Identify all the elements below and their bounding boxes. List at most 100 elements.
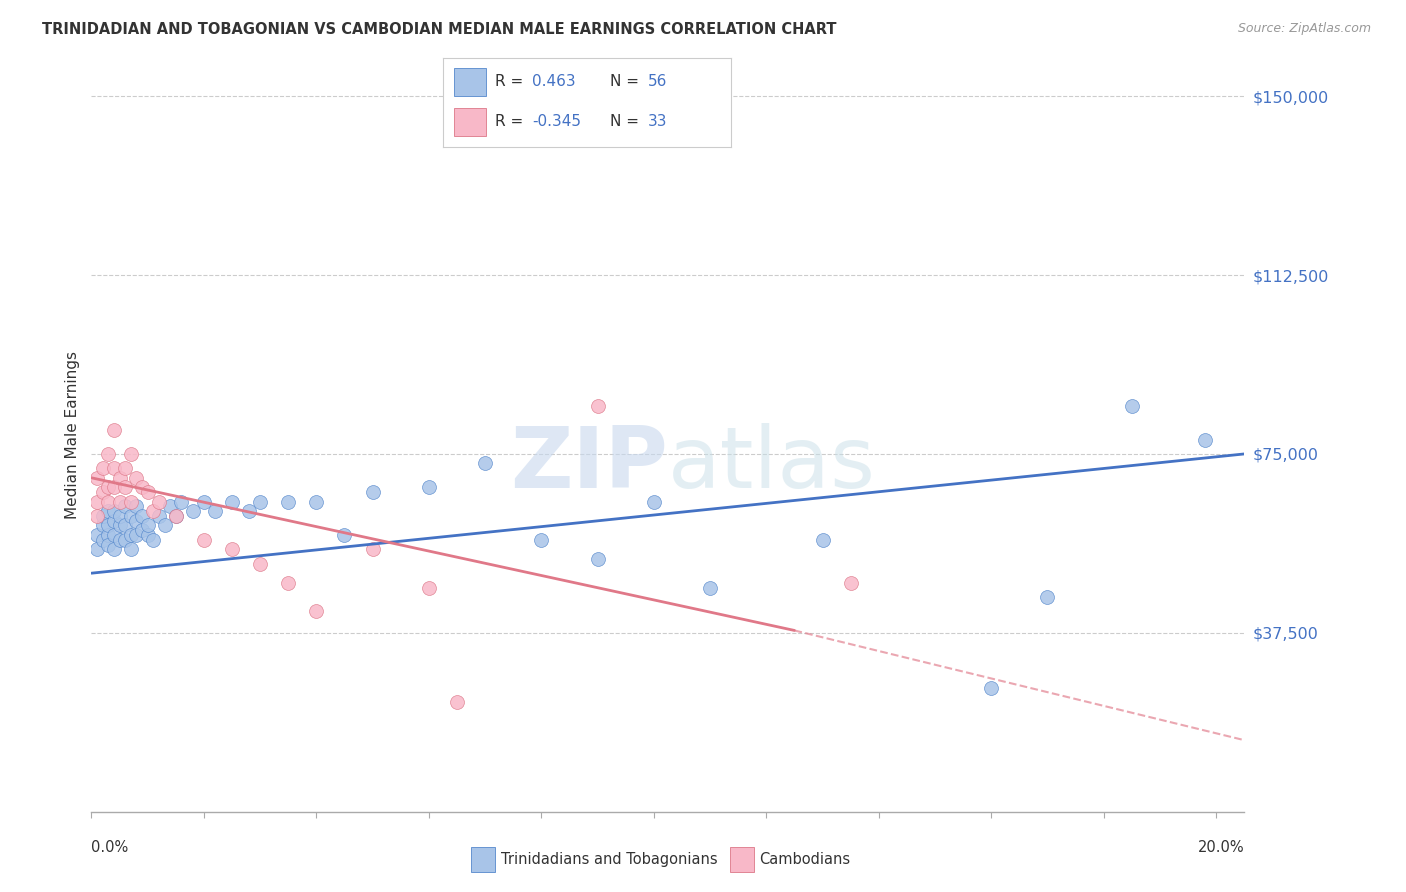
Point (108, 494, 131, 508)
Point (165, 508, 187, 523)
Point (91, 485, 114, 500)
Point (91, 518, 114, 533)
Text: atlas: atlas (668, 424, 876, 507)
Text: N =: N = (610, 114, 644, 128)
Point (91, 533, 114, 547)
Point (125, 528, 148, 542)
Point (86, 508, 108, 523)
Point (103, 514, 125, 528)
Text: 0.463: 0.463 (533, 74, 576, 88)
Point (249, 494, 271, 508)
Bar (454, 108, 486, 136)
Point (86, 494, 108, 508)
Point (108, 518, 131, 533)
Text: N =: N = (610, 74, 644, 88)
Point (586, 399, 609, 413)
Point (153, 518, 176, 533)
Point (125, 500, 148, 514)
Point (839, 575, 862, 590)
Point (103, 480, 125, 494)
Text: 33: 33 (648, 114, 666, 128)
Point (120, 447, 142, 461)
Point (333, 528, 356, 542)
Text: 56: 56 (648, 74, 666, 88)
Point (305, 494, 328, 508)
Point (238, 504, 260, 518)
Point (131, 508, 153, 523)
Text: ZIP: ZIP (510, 424, 668, 507)
Text: 20.0%: 20.0% (1198, 840, 1244, 855)
Point (125, 471, 148, 485)
Point (103, 423, 125, 437)
Point (277, 494, 299, 508)
Bar (454, 68, 486, 96)
Point (181, 504, 204, 518)
Point (103, 528, 125, 542)
Point (204, 504, 226, 518)
Point (86, 471, 108, 485)
Point (108, 533, 131, 547)
Point (418, 581, 440, 595)
Point (1036, 590, 1059, 604)
Point (530, 533, 553, 547)
Point (193, 494, 215, 508)
Point (136, 518, 159, 533)
Point (103, 504, 125, 518)
Point (361, 485, 384, 500)
Point (131, 523, 153, 537)
Point (249, 557, 271, 571)
Text: 0.0%: 0.0% (91, 840, 128, 855)
Point (136, 528, 159, 542)
Y-axis label: Median Male Earnings: Median Male Earnings (65, 351, 80, 519)
Text: Cambodians: Cambodians (759, 853, 851, 867)
Point (114, 518, 136, 533)
Point (114, 461, 136, 475)
Point (361, 542, 384, 557)
Point (91, 508, 114, 523)
Point (86, 528, 108, 542)
Point (148, 508, 170, 523)
Point (131, 480, 153, 494)
Point (125, 514, 148, 528)
Point (136, 485, 159, 500)
Point (108, 471, 131, 485)
Text: TRINIDADIAN AND TOBAGONIAN VS CAMBODIAN MEDIAN MALE EARNINGS CORRELATION CHART: TRINIDADIAN AND TOBAGONIAN VS CAMBODIAN … (42, 22, 837, 37)
Point (91, 461, 114, 475)
Point (97, 538, 120, 552)
Point (103, 542, 125, 557)
Point (446, 695, 468, 709)
Point (221, 494, 243, 508)
Point (159, 500, 181, 514)
Point (97, 504, 120, 518)
Point (221, 542, 243, 557)
Point (97, 494, 120, 508)
Point (97, 480, 120, 494)
Point (114, 500, 136, 514)
Point (699, 581, 721, 595)
Point (305, 604, 328, 618)
Point (811, 533, 834, 547)
Point (1121, 399, 1143, 413)
Point (142, 504, 165, 518)
Text: R =: R = (495, 114, 527, 128)
Point (193, 533, 215, 547)
Point (277, 575, 299, 590)
Point (97, 447, 120, 461)
Point (86, 542, 108, 557)
Point (120, 528, 142, 542)
Point (103, 461, 125, 475)
Point (586, 552, 609, 566)
Point (148, 494, 170, 508)
Point (165, 508, 187, 523)
Point (474, 457, 496, 471)
Point (643, 494, 665, 508)
Point (97, 528, 120, 542)
Point (120, 542, 142, 557)
Point (142, 533, 165, 547)
Text: Trinidadians and Tobagonians: Trinidadians and Tobagonians (501, 853, 717, 867)
Point (120, 494, 142, 508)
Text: R =: R = (495, 74, 527, 88)
Point (120, 508, 142, 523)
Point (114, 480, 136, 494)
Point (97, 518, 120, 533)
